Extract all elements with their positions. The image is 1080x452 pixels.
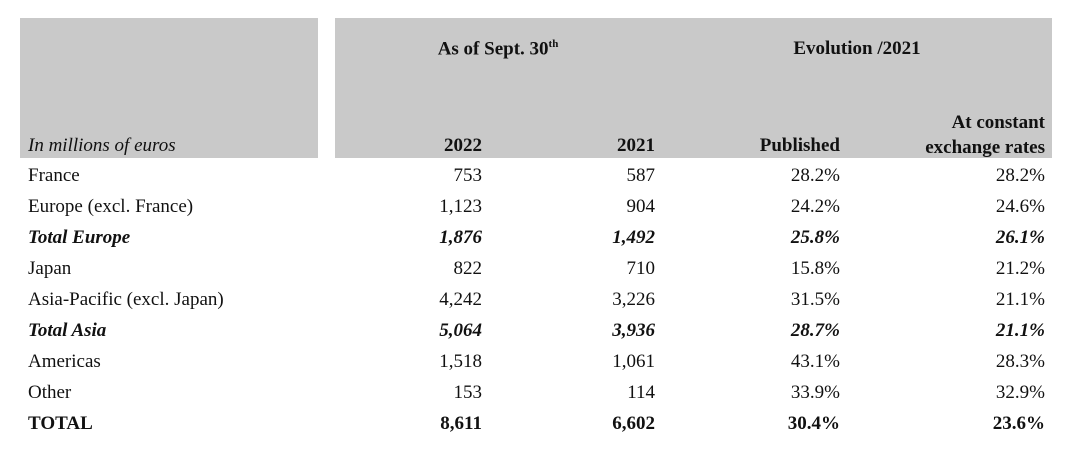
cell-value: 24.6% [995,196,1045,217]
row-label: Europe (excl. France) [28,196,194,217]
group-header: Evolution /2021 [793,38,921,59]
cell-value: 6,602 [612,413,655,434]
cell-value: 3,226 [612,289,655,310]
cell-value: 21.2% [995,258,1045,279]
cell-value: 21.1% [995,320,1045,341]
cell-value: 28.3% [995,351,1045,372]
row-header-label: In millions of euros [28,135,176,156]
cell-value: 8,611 [440,413,482,434]
cell-value: 587 [626,165,656,186]
column-header: At constant exchange rates [925,112,1045,158]
cell-value: 1,123 [439,196,482,217]
cell-value: 710 [626,258,656,279]
row-label: TOTAL [28,413,93,434]
cell-value: 15.8% [790,258,840,279]
cell-value: 753 [453,165,483,186]
row-label: Total Europe [28,227,131,248]
cell-value: 32.9% [995,382,1045,403]
cell-value: 153 [453,382,483,403]
cell-value: 33.9% [790,382,840,403]
cell-value: 1,876 [439,227,482,248]
header-bg [20,18,318,158]
cell-value: 3,936 [612,320,655,341]
cell-value: 1,061 [612,351,655,372]
cell-value: 28.2% [995,165,1045,186]
row-label: Other [28,382,72,403]
cell-value: 822 [453,258,483,279]
cell-value: 43.1% [790,351,840,372]
row-label: France [28,165,80,186]
row-label: Asia-Pacific (excl. Japan) [28,289,224,310]
cell-value: 30.4% [787,413,840,434]
cell-value: 5,064 [439,320,482,341]
column-header: 2021 [617,135,655,156]
superscript: th [548,38,559,50]
cell-value: 21.1% [995,289,1045,310]
column-header: Published [759,135,840,156]
header-bg [335,18,1052,158]
row-label: Japan [28,258,72,279]
cell-value: 28.7% [790,320,840,341]
group-text: As of Sept. 30 [437,38,549,60]
cell-value: 28.2% [790,165,840,186]
cell-value: 114 [627,382,655,403]
column-header: 2022 [444,135,482,156]
cell-value: 904 [626,196,656,217]
row-label: Total Asia [28,320,107,341]
cell-value: 1,518 [439,351,482,372]
cell-value: 24.2% [790,196,840,217]
cell-value: 1,492 [612,227,655,248]
row-label: Americas [28,351,101,372]
cell-value: 25.8% [790,227,840,248]
cell-value: 26.1% [995,227,1045,248]
cell-value: 31.5% [790,289,840,310]
cell-value: 23.6% [992,413,1045,434]
cell-value: 4,242 [439,289,482,310]
group-header: As of Sept. 30th [398,38,598,60]
